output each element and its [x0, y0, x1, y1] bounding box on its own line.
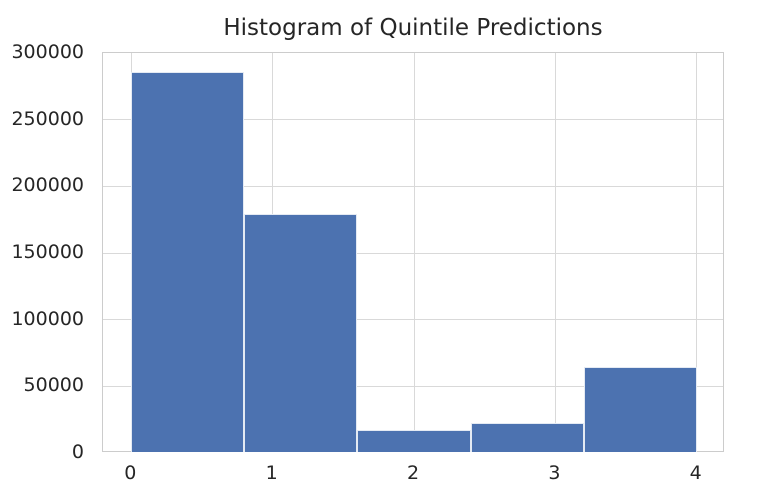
- y-tick-label: 50000: [23, 374, 84, 397]
- y-tick-label: 100000: [11, 307, 84, 330]
- y-tick-label: 250000: [11, 107, 84, 130]
- histogram-bar: [583, 367, 697, 452]
- histogram-bar: [244, 214, 358, 452]
- y-tick-label: 0: [71, 441, 84, 463]
- horizontal-gridline: [103, 119, 723, 121]
- x-tick-label: 1: [265, 462, 278, 484]
- x-tick-label: 2: [406, 462, 420, 484]
- vertical-gridline: [413, 53, 415, 451]
- horizontal-gridline: [103, 252, 723, 254]
- histogram-bar: [357, 429, 471, 452]
- vertical-gridline: [554, 53, 556, 451]
- chart-title: Histogram of Quintile Predictions: [223, 15, 603, 41]
- horizontal-gridline: [103, 319, 723, 321]
- vertical-gridline: [696, 53, 698, 451]
- plot-area: [102, 52, 724, 452]
- x-tick-label: 3: [548, 462, 561, 484]
- y-tick-label: 150000: [11, 241, 84, 263]
- horizontal-gridline: [103, 185, 723, 187]
- histogram-bar: [470, 423, 584, 452]
- histogram-bar: [131, 71, 245, 452]
- x-tick-label: 4: [689, 462, 702, 484]
- x-tick-label: 0: [124, 462, 137, 484]
- y-tick-label: 200000: [11, 174, 84, 197]
- y-tick-label: 300000: [11, 41, 84, 63]
- horizontal-gridline: [103, 385, 723, 387]
